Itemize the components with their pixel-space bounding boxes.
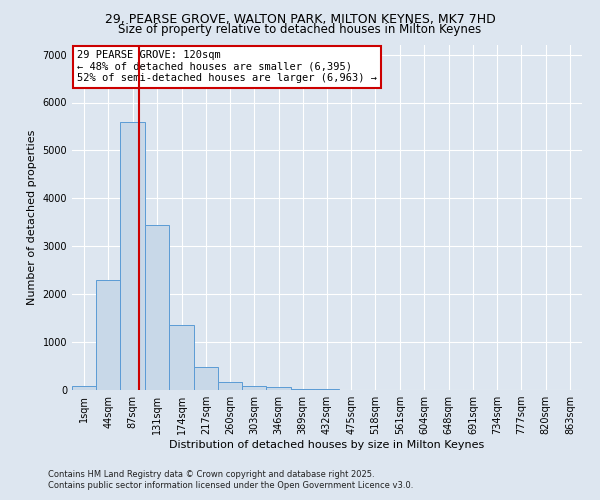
Text: 29, PEARSE GROVE, WALTON PARK, MILTON KEYNES, MK7 7HD: 29, PEARSE GROVE, WALTON PARK, MILTON KE…: [104, 12, 496, 26]
Bar: [242, 386, 266, 390]
Bar: [290, 388, 315, 390]
Bar: [121, 122, 145, 390]
X-axis label: Distribution of detached houses by size in Milton Keynes: Distribution of detached houses by size …: [169, 440, 485, 450]
Bar: [72, 386, 96, 390]
Bar: [169, 326, 194, 390]
Bar: [96, 280, 121, 390]
Bar: [145, 224, 169, 390]
Text: 29 PEARSE GROVE: 120sqm
← 48% of detached houses are smaller (6,395)
52% of semi: 29 PEARSE GROVE: 120sqm ← 48% of detache…: [77, 50, 377, 84]
Text: Contains HM Land Registry data © Crown copyright and database right 2025.
Contai: Contains HM Land Registry data © Crown c…: [48, 470, 413, 490]
Bar: [218, 382, 242, 390]
Text: Size of property relative to detached houses in Milton Keynes: Size of property relative to detached ho…: [118, 22, 482, 36]
Bar: [194, 367, 218, 390]
Bar: [266, 387, 290, 390]
Y-axis label: Number of detached properties: Number of detached properties: [27, 130, 37, 305]
